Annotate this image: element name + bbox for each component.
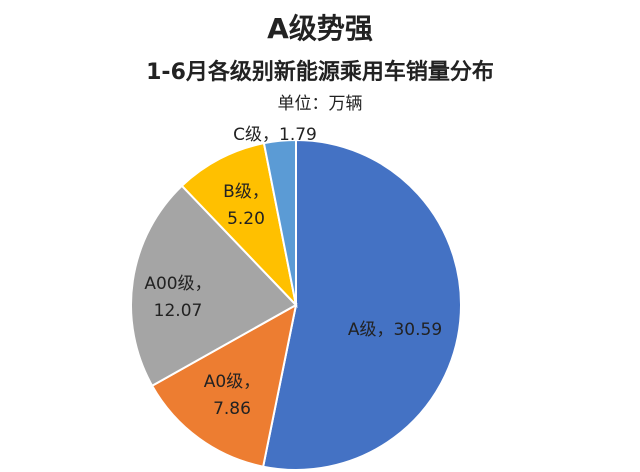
value-label: 30.59 — [393, 320, 442, 340]
value-label: 12.07 — [154, 301, 203, 321]
category-label: C级 — [233, 125, 262, 145]
data-label: C级，1.79 — [233, 125, 317, 145]
label-separator: ， — [376, 320, 393, 340]
label-separator: ， — [262, 125, 279, 145]
category-label: A00级 — [144, 274, 194, 294]
unit-label: 单位：万辆 — [278, 94, 363, 114]
category-label: B级 — [223, 182, 252, 202]
chart-title: A级势强 — [267, 12, 373, 45]
label-separator: ， — [252, 182, 269, 202]
value-label: 5.20 — [227, 209, 265, 229]
category-label: A0级 — [204, 372, 243, 392]
pie-slice — [261, 138, 462, 471]
pie-slice — [262, 138, 297, 306]
value-label: 7.86 — [213, 399, 251, 419]
data-label: A0级， 7.86 — [204, 372, 260, 419]
chart-subtitle: 1-6月各级别新能源乘用车销量分布 — [146, 59, 494, 85]
data-label: A级，30.59 — [348, 320, 442, 340]
pie-slice — [150, 303, 298, 468]
value-label: 1.79 — [279, 125, 317, 145]
pie-slice — [180, 141, 298, 309]
data-label: A00级， 12.07 — [144, 274, 211, 321]
data-label: B级， 5.20 — [223, 182, 269, 229]
label-separator: ， — [195, 274, 212, 294]
pie-slice — [130, 184, 298, 388]
label-separator: ， — [243, 372, 260, 392]
category-label: A级 — [348, 320, 377, 340]
